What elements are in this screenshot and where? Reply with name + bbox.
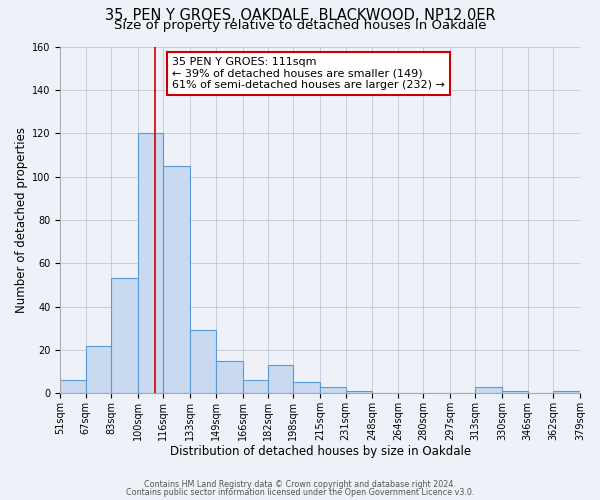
Text: Size of property relative to detached houses in Oakdale: Size of property relative to detached ho…	[114, 18, 486, 32]
Bar	[163, 166, 190, 394]
Bar	[138, 133, 163, 394]
X-axis label: Distribution of detached houses by size in Oakdale: Distribution of detached houses by size …	[170, 444, 471, 458]
Bar	[190, 330, 215, 394]
Bar	[346, 391, 373, 394]
Bar	[215, 361, 242, 394]
Bar	[293, 382, 320, 394]
Bar	[502, 391, 528, 394]
Bar	[553, 391, 580, 394]
Bar	[475, 387, 502, 394]
Y-axis label: Number of detached properties: Number of detached properties	[15, 127, 28, 313]
Text: 35 PEN Y GROES: 111sqm
← 39% of detached houses are smaller (149)
61% of semi-de: 35 PEN Y GROES: 111sqm ← 39% of detached…	[172, 57, 445, 90]
Bar	[242, 380, 268, 394]
Bar	[320, 387, 346, 394]
Bar	[61, 380, 86, 394]
Text: Contains public sector information licensed under the Open Government Licence v3: Contains public sector information licen…	[126, 488, 474, 497]
Bar	[268, 365, 293, 394]
Bar	[111, 278, 138, 394]
Bar	[86, 346, 111, 394]
Text: Contains HM Land Registry data © Crown copyright and database right 2024.: Contains HM Land Registry data © Crown c…	[144, 480, 456, 489]
Text: 35, PEN Y GROES, OAKDALE, BLACKWOOD, NP12 0ER: 35, PEN Y GROES, OAKDALE, BLACKWOOD, NP1…	[104, 8, 496, 22]
